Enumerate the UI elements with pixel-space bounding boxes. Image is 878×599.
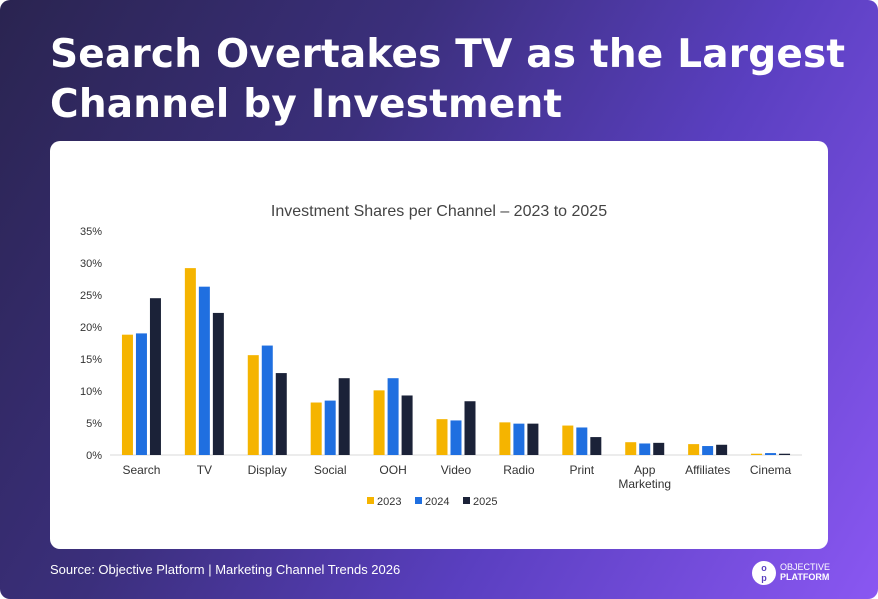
x-tick-label: Social: [314, 463, 347, 477]
bar-chart: Investment Shares per Channel – 2023 to …: [80, 203, 802, 508]
legend-label-2024: 2024: [425, 496, 449, 508]
y-tick-label: 35%: [80, 226, 102, 238]
legend-swatch-2023: [367, 497, 374, 504]
y-tick-label: 0%: [86, 450, 102, 462]
bar-2025: [590, 437, 602, 455]
x-tick-label: Cinema: [750, 463, 792, 477]
y-tick-label: 5%: [86, 418, 102, 430]
y-tick-label: 20%: [80, 322, 102, 334]
bar-2023: [121, 334, 133, 455]
source-note: Source: Objective Platform | Marketing C…: [50, 562, 401, 577]
bar-2023: [688, 444, 700, 455]
bar-2024: [576, 427, 588, 455]
bar-2025: [149, 298, 161, 455]
y-tick-label: 10%: [80, 386, 102, 398]
bar-2024: [324, 400, 336, 455]
x-tick-label: TV: [197, 463, 212, 477]
bar-2025: [779, 453, 791, 455]
bar-2024: [513, 423, 525, 455]
bar-2024: [450, 420, 462, 455]
bar-2023: [625, 442, 637, 455]
bar-2024: [135, 333, 147, 455]
bar-2023: [499, 422, 511, 455]
bar-2025: [338, 378, 350, 455]
bar-2024: [639, 443, 651, 455]
x-tick-label: Search: [122, 463, 160, 477]
x-tick-label: Video: [441, 463, 472, 477]
bar-2023: [562, 425, 574, 455]
bar-2023: [310, 402, 322, 455]
y-tick-label: 15%: [80, 354, 102, 366]
brand-mark-bottom: p: [761, 573, 767, 583]
chart-card: Investment Shares per Channel – 2023 to …: [50, 141, 828, 549]
legend-label-2023: 2023: [377, 496, 401, 508]
bar-2023: [184, 268, 196, 455]
bar-2025: [716, 444, 728, 455]
legend-swatch-2025: [463, 497, 470, 504]
x-tick-label: Print: [569, 463, 594, 477]
brand-name: OBJECTIVE PLATFORM: [780, 562, 830, 582]
bar-2025: [464, 401, 476, 455]
bar-2024: [387, 378, 399, 455]
brand-mark-icon: o p: [752, 561, 776, 585]
legend-label-2025: 2025: [473, 496, 497, 508]
x-tick-label: Affiliates: [685, 463, 730, 477]
x-tick-label: Marketing: [618, 477, 671, 491]
bar-2024: [702, 446, 714, 455]
bar-2025: [527, 423, 539, 455]
bar-2024: [198, 286, 210, 455]
bar-2023: [751, 453, 763, 455]
bar-2023: [247, 355, 259, 455]
brand-name-line1: OBJECTIVE: [780, 562, 831, 572]
bar-2024: [261, 345, 273, 455]
bar-2023: [436, 419, 448, 455]
x-tick-label: OOH: [379, 463, 406, 477]
brand-name-line2: PLATFORM: [780, 572, 830, 582]
bar-2025: [401, 395, 413, 455]
brand-logo: o p OBJECTIVE PLATFORM: [752, 561, 842, 587]
chart-title: Investment Shares per Channel – 2023 to …: [271, 203, 607, 220]
x-tick-label: Display: [248, 463, 287, 477]
legend-swatch-2024: [415, 497, 422, 504]
bar-2025: [653, 442, 665, 455]
brand-mark-top: o: [761, 563, 767, 573]
bar-2025: [212, 312, 224, 455]
bar-2025: [275, 373, 287, 455]
bar-2024: [765, 453, 777, 455]
x-tick-label: Radio: [503, 463, 535, 477]
bar-2023: [373, 390, 385, 455]
x-tick-label: App: [634, 463, 656, 477]
y-tick-label: 25%: [80, 290, 102, 302]
y-tick-label: 30%: [80, 258, 102, 270]
headline: Search Overtakes TV as the Largest Chann…: [50, 32, 846, 127]
